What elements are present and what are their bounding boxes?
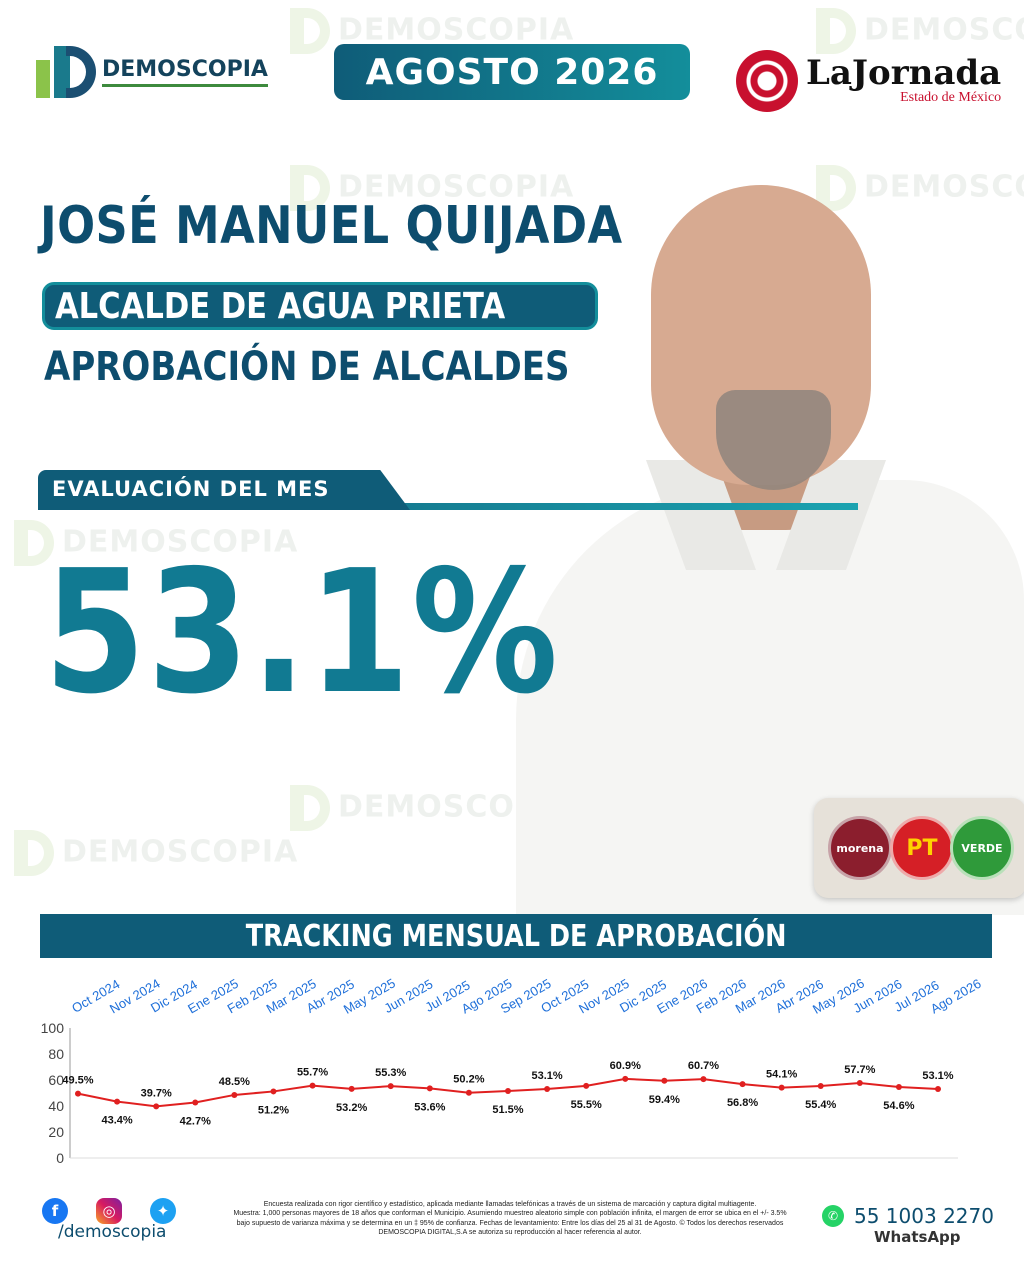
- y-tick-label: 80: [48, 1046, 64, 1062]
- data-label: 55.5%: [571, 1099, 602, 1111]
- partner-subtitle: Estado de México: [900, 90, 1002, 105]
- data-point: [75, 1090, 81, 1097]
- data-point: [505, 1088, 511, 1095]
- data-label: 42.7%: [180, 1115, 211, 1127]
- data-label: 59.4%: [649, 1094, 680, 1106]
- demoscopia-logo-icon: [36, 46, 96, 98]
- subject-role-text: ALCALDE DE AGUA PRIETA: [55, 285, 506, 327]
- facebook-icon[interactable]: f: [42, 1198, 68, 1224]
- disclaimer: Encuesta realizada con rigor científico …: [232, 1200, 788, 1238]
- data-label: 43.4%: [101, 1115, 132, 1127]
- data-point: [231, 1091, 238, 1098]
- data-label: 53.1%: [922, 1070, 953, 1082]
- party-logos: morena PT VERDE: [814, 798, 1024, 898]
- social-handle[interactable]: /demoscopia: [58, 1222, 167, 1242]
- data-point: [192, 1099, 199, 1106]
- data-label: 51.2%: [258, 1104, 289, 1116]
- data-label: 50.2%: [453, 1074, 484, 1086]
- demoscopia-logo: DEMOSCOPIA: [36, 46, 268, 98]
- watermark: DEMOSCOPIA: [290, 8, 574, 54]
- disclaimer-line: DEMOSCOPIA DIGITAL,S.A se autoriza su re…: [378, 1229, 642, 1237]
- data-label: 51.5%: [492, 1104, 523, 1116]
- data-point: [895, 1084, 902, 1091]
- data-point: [739, 1081, 746, 1088]
- y-tick-label: 0: [56, 1150, 64, 1166]
- data-point: [348, 1085, 355, 1092]
- data-point: [935, 1085, 941, 1092]
- data-label: 60.7%: [688, 1060, 719, 1072]
- verde-logo: VERDE: [950, 816, 1014, 880]
- data-label: 54.6%: [883, 1100, 914, 1112]
- data-point: [465, 1089, 472, 1096]
- disclaimer-line: Encuesta realizada con rigor científico …: [263, 1201, 757, 1208]
- la-jornada-logo: LaJornada Estado de México: [736, 50, 1001, 112]
- partner-title: LaJornada: [806, 53, 1002, 93]
- subject-name: JOSÉ MANUEL QUIJADA: [40, 196, 623, 256]
- whatsapp-icon: ✆: [822, 1205, 844, 1227]
- whatsapp-label: WhatsApp: [874, 1228, 961, 1246]
- data-point: [270, 1088, 277, 1095]
- y-tick-label: 40: [48, 1098, 64, 1114]
- twitter-icon[interactable]: ✦: [150, 1198, 176, 1224]
- data-label: 60.9%: [610, 1060, 641, 1072]
- data-point: [387, 1083, 394, 1090]
- watermark: DEMOSCOPIA: [14, 830, 298, 876]
- data-point: [661, 1077, 668, 1084]
- data-point: [309, 1082, 316, 1089]
- watermark: DEMOSCOPIA: [816, 8, 1024, 54]
- morena-logo: morena: [828, 816, 892, 880]
- data-label: 54.1%: [766, 1069, 797, 1081]
- tracking-title-bar: TRACKING MENSUAL DE APROBACIÓN: [40, 914, 992, 958]
- evaluation-label: EVALUACIÓN DEL MES: [52, 477, 330, 501]
- data-label: 55.3%: [375, 1067, 406, 1079]
- tracking-title: TRACKING MENSUAL DE APROBACIÓN: [245, 918, 787, 954]
- watermark: DEMOSCOPIA: [816, 165, 1024, 211]
- y-tick-label: 60: [48, 1072, 64, 1088]
- subject-role: ALCALDE DE AGUA PRIETA: [42, 282, 598, 330]
- data-label: 53.6%: [414, 1101, 445, 1113]
- data-point: [114, 1098, 121, 1105]
- pt-logo: PT: [890, 816, 954, 880]
- social-icons: f ◎ ✦: [42, 1198, 176, 1224]
- tracking-chart: 0 20 40 60 80 100 Oct 2024 Nov 2024 Dic 2024 Ene …: [40, 958, 992, 1170]
- sun-icon: [736, 50, 798, 112]
- brand-name: DEMOSCOPIA: [102, 57, 268, 87]
- disclaimer-line: bajo supuesto de varianza máxima y se de…: [236, 1219, 784, 1227]
- month-badge: AGOSTO 2026: [334, 44, 690, 100]
- data-label: 56.8%: [727, 1097, 758, 1109]
- data-label: 55.7%: [297, 1067, 328, 1079]
- phone-contact[interactable]: ✆ 55 1003 2270: [822, 1204, 994, 1228]
- data-point: [622, 1075, 629, 1082]
- data-point: [544, 1085, 551, 1092]
- data-point: [817, 1082, 824, 1089]
- y-tick-label: 100: [41, 1020, 65, 1036]
- section-title: APROBACIÓN DE ALCALDES: [44, 344, 570, 390]
- instagram-icon[interactable]: ◎: [96, 1198, 122, 1224]
- data-label: 39.7%: [141, 1087, 172, 1099]
- y-tick-label: 20: [48, 1124, 64, 1140]
- data-point: [583, 1082, 590, 1089]
- evaluation-divider: [38, 503, 858, 510]
- data-label: 48.5%: [219, 1076, 250, 1088]
- watermark: DEMOSCOPIA: [14, 520, 298, 566]
- data-label: 57.7%: [844, 1064, 875, 1076]
- data-point: [153, 1103, 160, 1110]
- data-label: 53.2%: [336, 1102, 367, 1114]
- data-label: 55.4%: [805, 1099, 836, 1111]
- disclaimer-line: Muestra: 1,000 personas mayores de 18 añ…: [233, 1210, 787, 1218]
- data-label: 49.5%: [62, 1075, 93, 1087]
- phone-number: 55 1003 2270: [854, 1204, 994, 1228]
- watermark: DEMOSCOPIA: [290, 165, 574, 211]
- evaluation-value: 53.1%: [44, 534, 560, 732]
- data-point: [778, 1084, 785, 1091]
- data-point: [426, 1085, 433, 1092]
- data-label: 53.1%: [531, 1070, 562, 1082]
- subject-photo: [516, 180, 1024, 915]
- data-point: [700, 1076, 707, 1083]
- data-point: [856, 1079, 863, 1086]
- evaluation-label-bg: [38, 470, 410, 510]
